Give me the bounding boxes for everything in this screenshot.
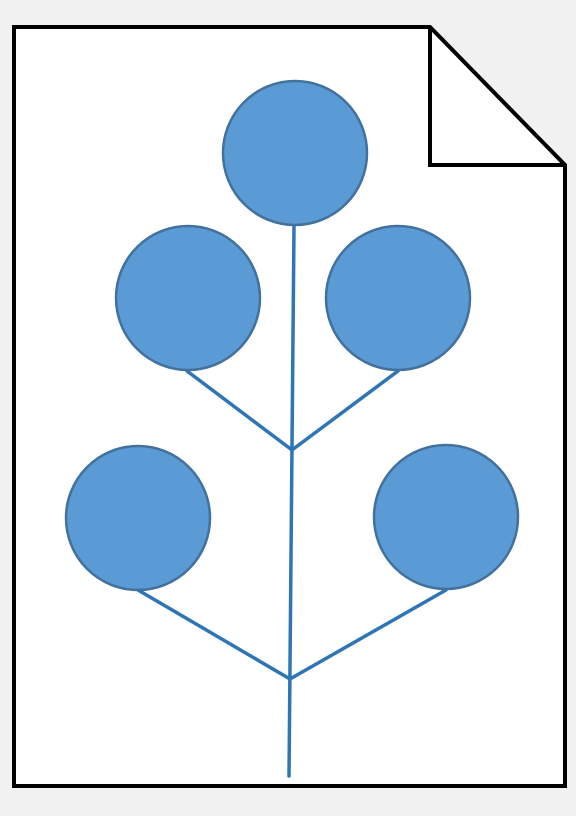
- tree-stem: [287, 224, 296, 778]
- tree-node-upper-right: [324, 224, 472, 372]
- page-fold-corner: [428, 27, 565, 167]
- tree-branches: [136, 224, 448, 778]
- branch-upper-left: [185, 369, 294, 452]
- branch-lower-right: [288, 588, 448, 681]
- tree-node-top: [221, 79, 369, 227]
- tree-node-upper-left: [114, 224, 262, 372]
- tree-node-lower-right: [372, 443, 520, 591]
- branch-lower-left: [136, 588, 292, 681]
- tree-node-lower-left: [64, 444, 212, 592]
- branch-upper-right: [290, 369, 400, 452]
- tree-nodes: [64, 79, 520, 592]
